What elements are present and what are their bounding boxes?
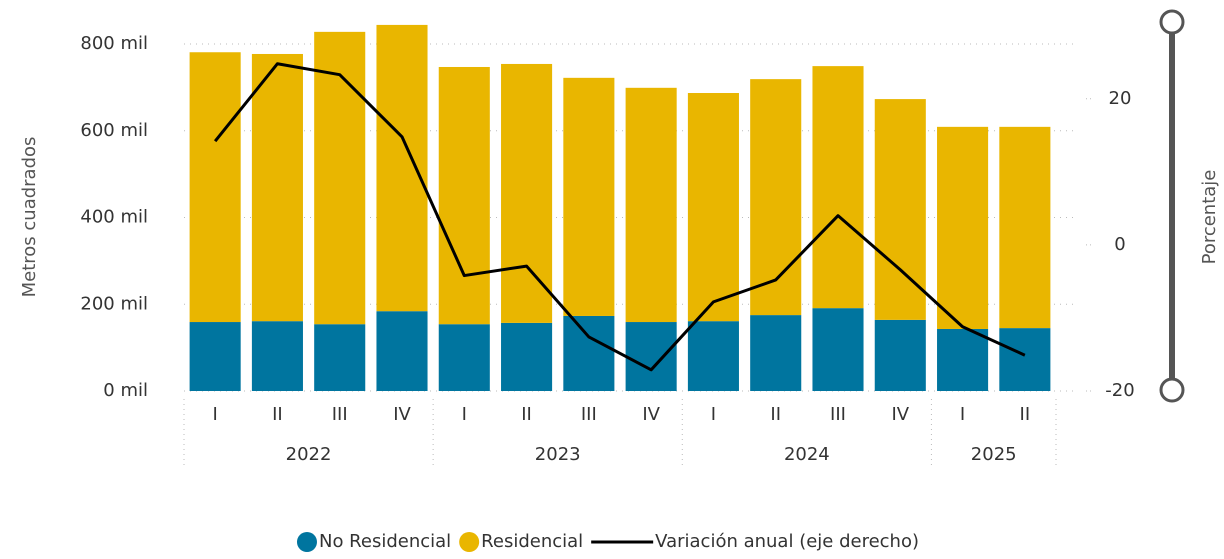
legend-label: Residencial bbox=[481, 531, 583, 552]
y2-axis-title: Porcentaje bbox=[1199, 170, 1220, 265]
bar bbox=[937, 328, 989, 391]
x-tick-label: III bbox=[830, 404, 846, 425]
bar bbox=[438, 324, 490, 391]
y2-tick-label: -20 bbox=[1105, 380, 1134, 401]
x-tick-label: I bbox=[462, 404, 467, 425]
y-tick-label: 400 mil bbox=[80, 207, 148, 228]
x-group-label: 2022 bbox=[286, 444, 332, 465]
x-tick-label: II bbox=[1020, 404, 1031, 425]
bar bbox=[625, 87, 677, 323]
bar bbox=[563, 77, 615, 316]
x-tick-label: II bbox=[272, 404, 283, 425]
bar bbox=[874, 99, 926, 320]
legend-label: No Residencial bbox=[319, 531, 451, 552]
x-tick-label: III bbox=[581, 404, 597, 425]
y2-tick-label: 0 bbox=[1114, 234, 1125, 255]
bar bbox=[314, 31, 366, 325]
y-tick-label: 800 mil bbox=[80, 33, 148, 54]
bar bbox=[687, 93, 739, 322]
x-tick-label: II bbox=[770, 404, 781, 425]
bar bbox=[812, 308, 864, 391]
bar bbox=[687, 321, 739, 391]
x-tick-label: II bbox=[521, 404, 532, 425]
bar bbox=[501, 63, 553, 323]
slider-handle[interactable] bbox=[1159, 377, 1185, 403]
legend: No Residencial Residencial Variación anual… bbox=[296, 531, 919, 552]
y-tick-label: 600 mil bbox=[80, 120, 148, 141]
bar bbox=[750, 79, 802, 316]
bar bbox=[625, 322, 677, 391]
bar bbox=[251, 53, 303, 322]
line bbox=[213, 62, 1026, 372]
legend-label: Variación anual (eje derecho) bbox=[655, 531, 919, 552]
bar bbox=[189, 52, 241, 323]
x-group-label: 2025 bbox=[971, 444, 1017, 465]
y-tick-label: 200 mil bbox=[80, 293, 148, 314]
x-tick-label: I bbox=[960, 404, 965, 425]
range-slider[interactable] bbox=[1159, 9, 1185, 403]
legend-swatch bbox=[459, 532, 480, 552]
slider-handle[interactable] bbox=[1159, 9, 1185, 35]
y-axis-title: Metros cuadrados bbox=[19, 137, 40, 298]
x-tick-label: IV bbox=[393, 404, 411, 425]
bar bbox=[438, 66, 490, 325]
bar bbox=[812, 66, 864, 309]
bar bbox=[750, 315, 802, 391]
bar bbox=[314, 324, 366, 391]
bar bbox=[999, 126, 1051, 329]
bar bbox=[999, 328, 1051, 391]
x-tick-label: IV bbox=[891, 404, 909, 425]
y-tick-label: 0 mil bbox=[103, 380, 148, 401]
bar bbox=[874, 319, 926, 391]
bar bbox=[501, 322, 553, 391]
x-group-label: 2024 bbox=[784, 444, 830, 465]
bar bbox=[189, 322, 241, 391]
x-tick-label: IV bbox=[642, 404, 660, 425]
bar bbox=[937, 126, 989, 329]
x-tick-label: I bbox=[711, 404, 716, 425]
legend-swatch bbox=[296, 532, 317, 552]
bar bbox=[376, 24, 428, 312]
x-group-label: 2023 bbox=[535, 444, 581, 465]
x-tick-label: I bbox=[212, 404, 217, 425]
y2-tick-label: 20 bbox=[1109, 88, 1132, 109]
bar bbox=[563, 315, 615, 391]
bar bbox=[376, 311, 428, 391]
bar bbox=[251, 321, 303, 391]
x-tick-label: III bbox=[332, 404, 348, 425]
